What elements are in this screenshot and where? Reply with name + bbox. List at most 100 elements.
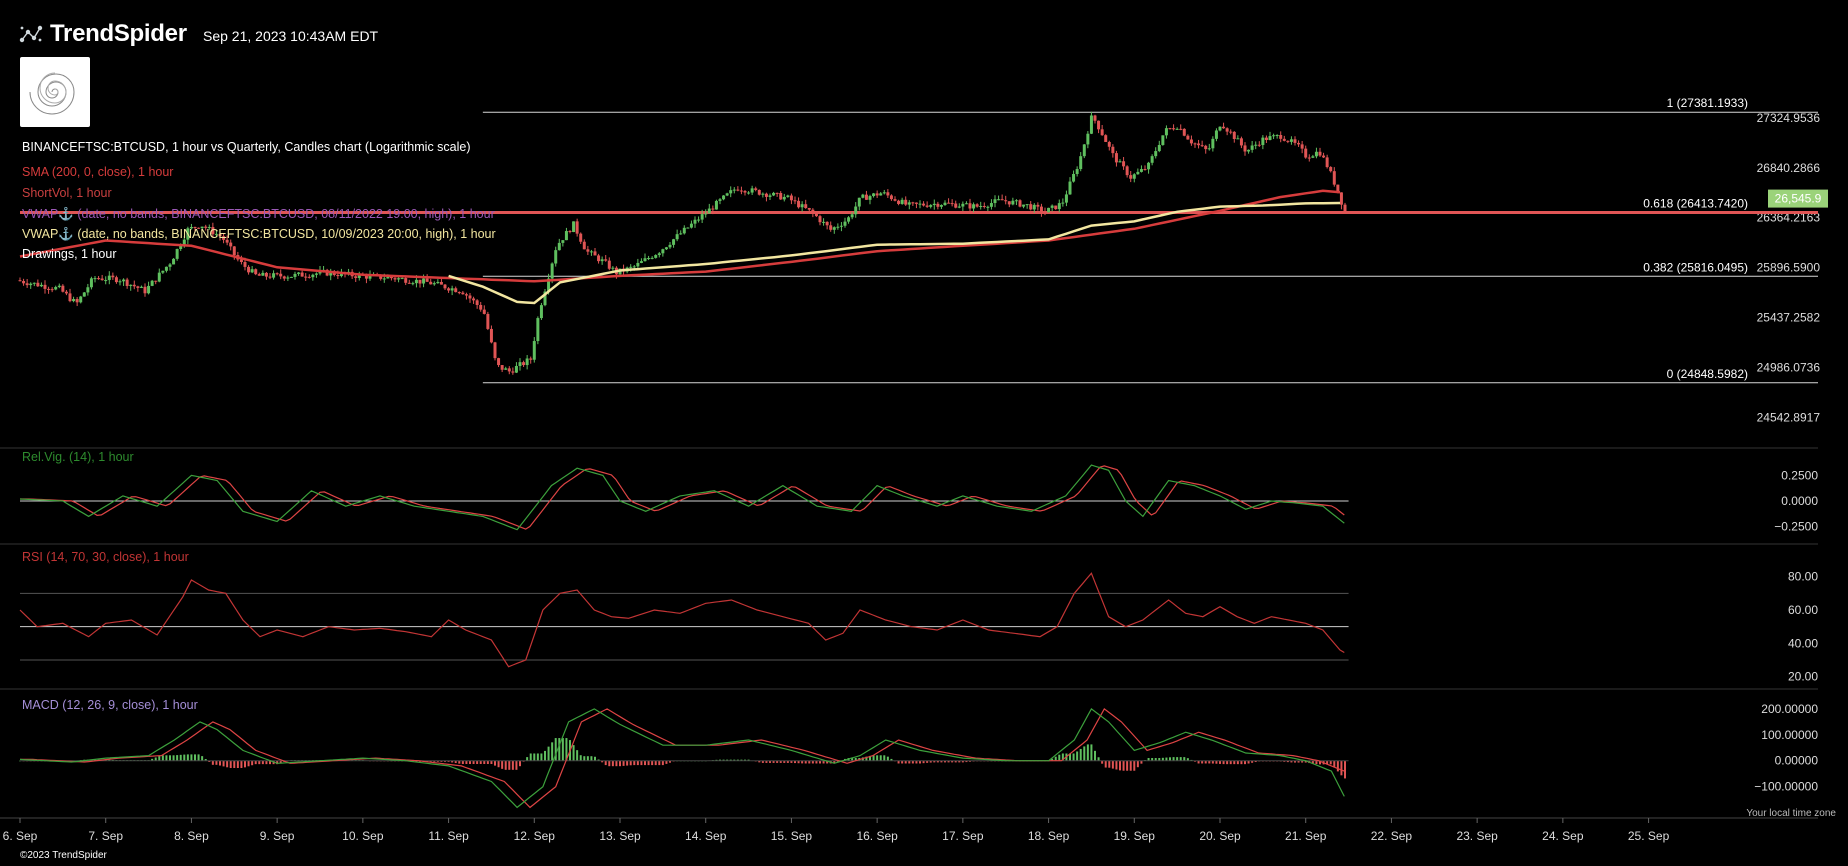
candle-body bbox=[382, 278, 386, 280]
candle-body bbox=[1039, 206, 1043, 213]
candle-body bbox=[679, 233, 683, 235]
candle-body bbox=[786, 195, 790, 197]
candle-body bbox=[454, 288, 458, 293]
candle-body bbox=[461, 292, 465, 295]
macd-histogram-bar bbox=[519, 760, 521, 767]
candle-body bbox=[897, 200, 901, 204]
macd-histogram-bar bbox=[597, 759, 600, 761]
sma-legend[interactable]: SMA (200, 0, close), 1 hour bbox=[22, 165, 174, 179]
macd-legend[interactable]: MACD (12, 26, 9, close), 1 hour bbox=[22, 698, 198, 712]
candle-body bbox=[386, 276, 390, 279]
candle-body bbox=[611, 267, 615, 269]
candle-body bbox=[286, 277, 290, 279]
macd-histogram-bar bbox=[465, 760, 468, 765]
chart-timestamp: Sep 21, 2023 10:43AM EDT bbox=[203, 28, 379, 44]
candle-body bbox=[175, 249, 179, 259]
candle-body bbox=[1032, 204, 1036, 210]
macd-histogram-bar bbox=[1094, 750, 1096, 761]
candle-body bbox=[1247, 149, 1251, 152]
candle-body bbox=[1168, 128, 1172, 130]
candle-body bbox=[64, 291, 68, 294]
candle-body bbox=[575, 221, 579, 234]
macd-histogram-bar bbox=[1297, 760, 1300, 763]
candle-body bbox=[647, 258, 651, 260]
macd-histogram-bar bbox=[226, 760, 229, 768]
macd-histogram-bar bbox=[265, 760, 268, 765]
macd-histogram-bar bbox=[776, 760, 779, 763]
candle-body bbox=[139, 286, 143, 288]
x-axis-tick-label: 7. Sep bbox=[88, 829, 123, 843]
macd-histogram-bar bbox=[904, 760, 907, 764]
macd-histogram-bar bbox=[636, 760, 639, 766]
macd-histogram-bar bbox=[740, 759, 743, 761]
macd-panel[interactable]: 200.00000 100.00000 0.00000 −100.00000 bbox=[19, 702, 1819, 809]
candle-body bbox=[154, 280, 158, 282]
macd-histogram-bar bbox=[494, 760, 496, 766]
macd-histogram-bar bbox=[851, 758, 854, 761]
vwap2-legend[interactable]: VWAP⚓ (date, no bands, BINANCEFTSC:BTCUS… bbox=[22, 227, 496, 241]
candle-body bbox=[775, 192, 779, 194]
x-axis-tick-label: 18. Sep bbox=[1028, 829, 1070, 843]
macd-histogram-bar bbox=[558, 738, 561, 761]
candle-body bbox=[925, 205, 929, 207]
drawings-legend[interactable]: Drawings, 1 hour bbox=[22, 247, 117, 261]
candle-body bbox=[593, 251, 597, 256]
candle-body bbox=[132, 284, 136, 287]
candle-body bbox=[1282, 138, 1286, 141]
vwap-line bbox=[448, 201, 1341, 305]
macd-histogram-bar bbox=[1251, 760, 1254, 763]
relvig-legend[interactable]: Rel.Vig. (14), 1 hour bbox=[22, 450, 134, 464]
candle-body bbox=[179, 245, 183, 250]
candle-body bbox=[422, 278, 426, 284]
candle-body bbox=[1289, 139, 1293, 142]
macd-histogram-bar bbox=[486, 760, 489, 765]
candle-body bbox=[50, 289, 54, 291]
macd-histogram-bar bbox=[1183, 757, 1186, 761]
candle-body bbox=[447, 288, 451, 291]
candle-body bbox=[868, 196, 872, 200]
vwap1-legend[interactable]: VWAP⚓ (date, no bands, BINANCEFTSC:BTCUS… bbox=[22, 207, 495, 221]
rsi-panel[interactable]: 80.00 60.00 40.00 20.00 bbox=[0, 570, 1818, 690]
macd-histogram-bar bbox=[511, 760, 514, 770]
candle-body bbox=[757, 189, 761, 195]
candle-body bbox=[982, 205, 986, 207]
candle-body bbox=[150, 280, 154, 286]
candle-body bbox=[550, 263, 554, 279]
candle-body bbox=[261, 272, 265, 276]
macd-histogram-bar bbox=[104, 759, 107, 761]
candle-body bbox=[729, 190, 733, 194]
candle-body bbox=[989, 203, 993, 207]
candle-body bbox=[1029, 204, 1033, 210]
candle-body bbox=[1118, 161, 1122, 163]
candle-body bbox=[168, 264, 172, 267]
candle-body bbox=[1272, 135, 1276, 137]
candle-body bbox=[900, 199, 904, 204]
macd-histogram-bar bbox=[1176, 757, 1179, 761]
relvig-panel[interactable]: 0.2500 0.0000 −0.2500 bbox=[0, 464, 1818, 545]
candle-body bbox=[89, 278, 93, 288]
oscillator-axis-tick: 40.00 bbox=[1788, 636, 1818, 650]
macd-histogram-bar bbox=[236, 760, 239, 768]
macd-histogram-bar bbox=[1051, 758, 1054, 761]
price-panel[interactable]: 27324.9536 26840.2866 26364.2163 25896.5900… bbox=[0, 96, 1828, 449]
timezone-note[interactable]: Your local time zone bbox=[1746, 808, 1836, 819]
shortvol-legend[interactable]: ShortVol, 1 hour bbox=[22, 186, 112, 200]
symbol-legend[interactable]: BINANCEFTSC:BTCUSD, 1 hour vs Quarterly,… bbox=[22, 140, 471, 154]
candle-body bbox=[161, 270, 165, 273]
macd-histogram-bar bbox=[804, 760, 807, 764]
macd-axis-tick: 0.00000 bbox=[1775, 754, 1819, 768]
macd-histogram-bar bbox=[501, 760, 504, 769]
macd-histogram-bar bbox=[1333, 760, 1336, 768]
candle-body bbox=[1197, 143, 1201, 146]
candle-body bbox=[122, 279, 126, 282]
macd-histogram-bar bbox=[1161, 757, 1164, 761]
candle-body bbox=[764, 193, 768, 197]
candle-body bbox=[275, 273, 279, 275]
candle-body bbox=[82, 292, 86, 297]
candle-body bbox=[57, 285, 61, 288]
macd-histogram-bar bbox=[919, 760, 921, 764]
candle-body bbox=[397, 278, 401, 280]
macd-histogram-bar bbox=[1076, 751, 1079, 761]
rsi-legend[interactable]: RSI (14, 70, 30, close), 1 hour bbox=[22, 550, 189, 564]
